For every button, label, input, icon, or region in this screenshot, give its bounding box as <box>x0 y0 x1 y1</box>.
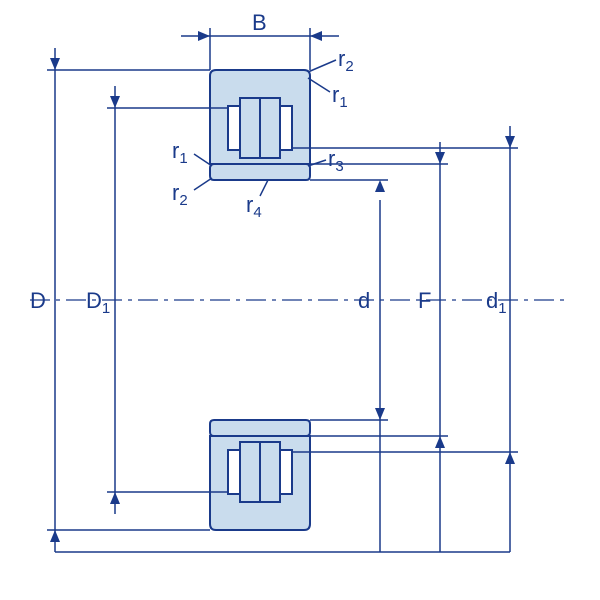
bearing-diagram: B D D1 d F <box>0 0 600 600</box>
bearing-section-bottom <box>210 420 310 530</box>
inner-ring-top <box>210 164 310 180</box>
dimension-F: F <box>310 142 448 552</box>
bearing-section-top <box>210 70 310 180</box>
inner-ring-bottom <box>210 420 310 436</box>
label-r4: r4 <box>246 192 262 221</box>
dimension-d: d <box>310 180 388 552</box>
label-r2-tr: r2 <box>338 46 354 75</box>
dimension-B: B <box>181 10 339 70</box>
label-r2-l: r2 <box>172 180 188 209</box>
label-d1: d1 <box>486 288 507 317</box>
label-B: B <box>252 10 267 35</box>
label-d: d <box>358 288 370 313</box>
label-r1-tr: r1 <box>332 82 348 111</box>
label-D: D <box>30 288 46 313</box>
label-r1-l: r1 <box>172 138 188 167</box>
label-F: F <box>418 288 431 313</box>
label-r3: r3 <box>328 146 344 175</box>
label-D1: D1 <box>86 288 110 317</box>
dimension-d1: d1 <box>292 126 518 552</box>
